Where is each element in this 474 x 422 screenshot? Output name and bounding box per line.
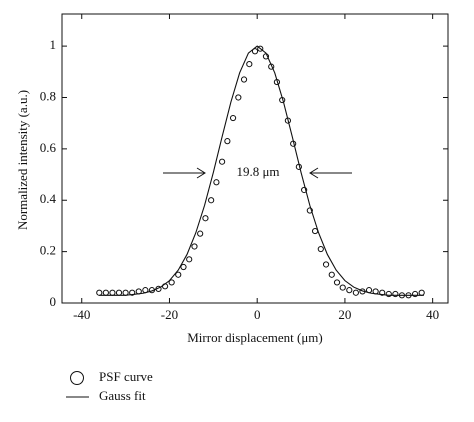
y-tick-label: 0.8	[40, 88, 56, 103]
data-point	[208, 197, 215, 204]
annotation-arrows	[163, 167, 352, 179]
data-point	[251, 48, 259, 55]
data-point	[202, 215, 209, 222]
y-tick-label: 1	[50, 37, 57, 52]
legend-symbol	[70, 371, 84, 385]
data-point	[180, 263, 187, 271]
fit-line	[99, 45, 424, 296]
data-point	[317, 245, 324, 253]
data-point	[333, 279, 341, 286]
data-point	[346, 287, 353, 294]
x-tick-label: 20	[338, 307, 351, 322]
data-point	[175, 271, 182, 278]
legend-label: Gauss fit	[99, 388, 146, 403]
data-point	[235, 94, 242, 101]
data-point	[191, 243, 198, 250]
data-point	[339, 284, 346, 291]
data-point	[197, 230, 204, 237]
y-tick-label: 0.2	[40, 243, 56, 258]
data-point	[96, 289, 103, 296]
plot-frame	[61, 13, 449, 304]
data-point	[219, 158, 226, 165]
y-tick-label: 0	[50, 294, 57, 309]
data-point	[213, 179, 220, 186]
x-tick-label: 0	[254, 307, 261, 322]
annotation: 19.8 μm	[236, 164, 279, 179]
x-tick-label: -20	[161, 307, 178, 322]
data-point	[322, 261, 330, 268]
data-point	[102, 289, 109, 296]
x-tick-label: -40	[73, 307, 90, 322]
data-point	[109, 289, 116, 296]
data-point	[352, 289, 359, 296]
arrow-head	[196, 167, 206, 179]
y-axis-label: Normalized intensity (a.u.)	[15, 90, 30, 230]
data-point	[186, 256, 193, 263]
data-point	[418, 289, 425, 296]
data-point	[246, 60, 253, 68]
y-tick-label: 0.6	[40, 140, 57, 155]
legend-label: PSF curve	[99, 369, 153, 384]
data-point	[229, 114, 237, 122]
data-point	[168, 279, 175, 286]
data-point	[115, 289, 123, 296]
x-tick-label: 40	[426, 307, 439, 322]
data-point	[224, 138, 231, 145]
data-point	[240, 76, 248, 83]
data-point	[328, 271, 335, 278]
x-axis-label: Mirror displacement (μm)	[187, 330, 322, 345]
y-tick-label: 0.4	[40, 191, 57, 206]
arrow-head	[309, 167, 319, 179]
